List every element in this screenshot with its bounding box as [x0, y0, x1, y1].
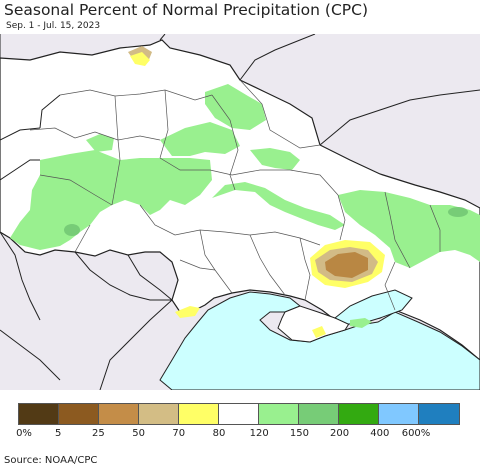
legend-label: 600%: [401, 428, 431, 439]
legend-labels: 0% 5 25 50 70 80 120 150 200 400 600%: [0, 428, 480, 442]
crimea-land: [277, 305, 351, 343]
dark-green-blobs: [64, 207, 468, 236]
legend-swatch: [219, 404, 260, 424]
legend-label: 400: [370, 428, 390, 439]
legend-swatch: [379, 404, 420, 424]
legend-color-bar: [18, 403, 461, 425]
country-borders: [0, 34, 480, 390]
legend-swatch: [179, 404, 220, 424]
legend-swatch: [419, 404, 460, 424]
legend-label: 150: [289, 428, 309, 439]
legend-swatch: [19, 404, 60, 424]
legend-label: 80: [212, 428, 226, 439]
legend-swatch: [259, 404, 300, 424]
legend-swatch: [299, 404, 340, 424]
green-regions: [10, 84, 480, 328]
legend-swatch: [59, 404, 100, 424]
legend-swatch: [99, 404, 140, 424]
legend-label: 50: [132, 428, 145, 439]
black-sea: [159, 291, 480, 390]
legend-label: 120: [249, 428, 269, 439]
legend-swatch: [339, 404, 380, 424]
legend-label: 25: [92, 428, 105, 439]
source-credit: Source: NOAA/CPC: [4, 455, 98, 466]
dry-anomaly-region: [128, 46, 385, 338]
legend-swatch: [139, 404, 180, 424]
oblast-boundaries: [29, 79, 441, 311]
legend-label: 5: [55, 428, 62, 439]
map-subtitle: Sep. 1 - Jul. 15, 2023: [6, 21, 101, 31]
legend-label: 0%: [16, 428, 32, 439]
legend-label: 200: [330, 428, 350, 439]
precipitation-map: [0, 34, 480, 390]
legend-label: 70: [172, 428, 186, 439]
map-title: Seasonal Percent of Normal Precipitation…: [4, 1, 369, 19]
